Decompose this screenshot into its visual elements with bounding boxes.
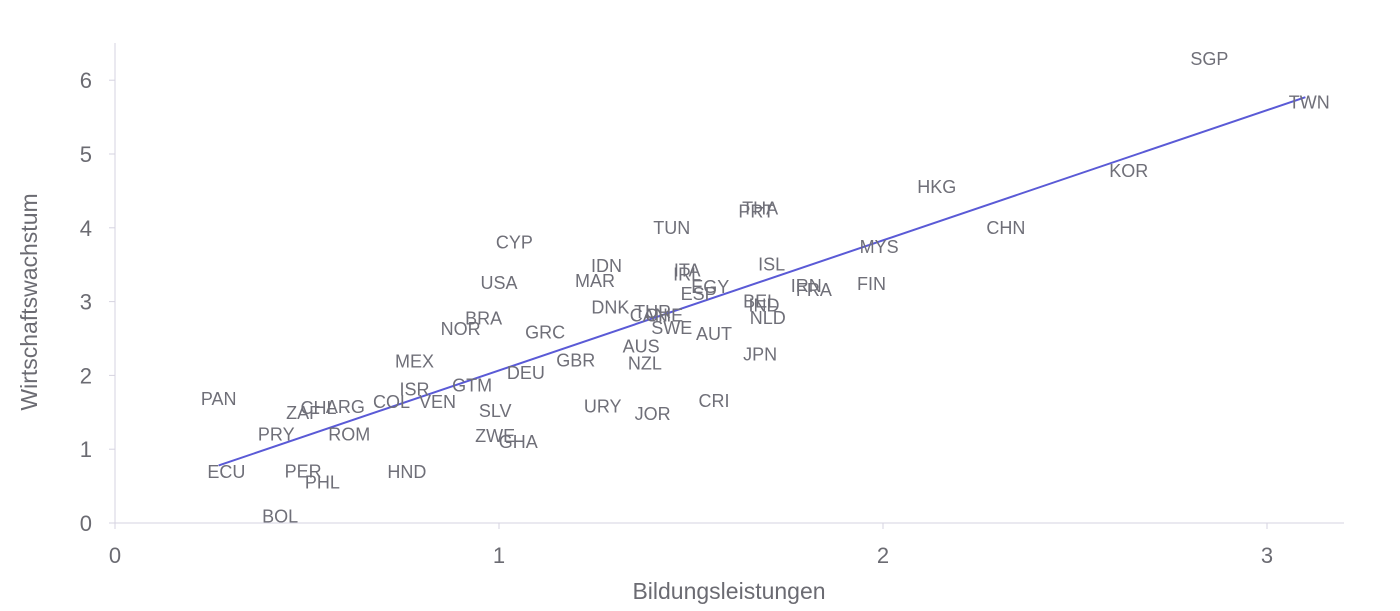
point-label-tur: TUR	[634, 302, 671, 322]
x-axis-title: Bildungsleistungen	[632, 578, 825, 604]
x-tick-label: 3	[1261, 543, 1273, 568]
point-label-che: CHE	[645, 306, 683, 326]
y-axis-title: Wirtschaftswachstum	[16, 193, 42, 410]
point-label-hkg: HKG	[917, 177, 956, 197]
y-tick-label: 4	[80, 216, 92, 241]
point-label-mex: MEX	[395, 351, 434, 371]
x-axis-ticks: 0 1 2 3	[109, 523, 1273, 568]
point-label-pry: PRY	[258, 424, 295, 444]
point-label-bel: BEL	[743, 292, 777, 312]
point-label-gha: GHA	[499, 432, 538, 452]
point-label-ven: VEN	[419, 392, 456, 412]
point-label-dnk: DNK	[591, 298, 629, 318]
point-label-zwe: ZWE	[475, 426, 515, 446]
point-label-prt: PRT	[738, 202, 774, 222]
point-label-nor: NOR	[441, 319, 481, 339]
trend-line	[218, 96, 1306, 467]
x-tick-label: 0	[109, 543, 121, 568]
point-label-phl: PHL	[305, 472, 340, 492]
point-label-nzl: NZL	[628, 354, 662, 374]
point-label-irl: IRL	[673, 264, 701, 284]
point-label-esp: ESP	[681, 284, 717, 304]
point-label-cri: CRI	[699, 391, 730, 411]
point-label-gtm: GTM	[452, 376, 492, 396]
y-tick-label: 6	[80, 68, 92, 93]
point-label-hnd: HND	[387, 462, 426, 482]
point-label-cyp: CYP	[496, 233, 533, 253]
point-label-nld: NLD	[750, 308, 786, 328]
point-label-chl: CHL	[301, 398, 337, 418]
point-label-mar: MAR	[575, 271, 615, 291]
point-label-per: PER	[285, 461, 322, 481]
point-label-grc: GRC	[525, 323, 565, 343]
point-label-egy: EGY	[691, 277, 729, 297]
point-label-mys: MYS	[860, 237, 899, 257]
point-label-col: COL	[373, 392, 410, 412]
point-label-fra: FRA	[796, 280, 832, 300]
y-axis-ticks: 0 1 2 3 4 5 6	[80, 68, 115, 536]
point-label-ita: ITA	[674, 261, 701, 281]
point-label-can: CAN	[630, 306, 668, 326]
point-label-isl: ISL	[758, 255, 785, 275]
y-tick-label: 5	[80, 142, 92, 167]
y-tick-label: 3	[80, 290, 92, 315]
data-points: SGPTWNKORHKGCHNMYSFINIRNFRATHAPRTISLBELI…	[201, 49, 1330, 527]
point-label-sgp: SGP	[1190, 49, 1228, 69]
point-label-irn: IRN	[791, 276, 822, 296]
axes	[114, 43, 1344, 524]
point-label-twn: TWN	[1289, 92, 1330, 112]
y-tick-label: 0	[80, 511, 92, 536]
point-label-aus: AUS	[623, 337, 660, 357]
point-label-aut: AUT	[696, 324, 732, 344]
point-label-ecu: ECU	[207, 462, 245, 482]
point-label-fin: FIN	[857, 274, 886, 294]
y-tick-label: 1	[80, 437, 92, 462]
point-label-slv: SLV	[479, 401, 512, 421]
point-label-zaf: ZAF	[286, 403, 320, 423]
point-label-ury: URY	[584, 396, 622, 416]
point-label-bol: BOL	[262, 506, 298, 526]
point-label-idn: IDN	[591, 256, 622, 276]
point-label-arg: ARG	[326, 397, 365, 417]
point-label-pan: PAN	[201, 389, 237, 409]
point-label-rom: ROM	[328, 424, 370, 444]
point-label-deu: DEU	[507, 363, 545, 383]
x-tick-label: 2	[877, 543, 889, 568]
point-label-ind: IND	[748, 295, 779, 315]
point-label-swe: SWE	[651, 318, 692, 338]
point-label-jpn: JPN	[743, 345, 777, 365]
x-tick-label: 1	[493, 543, 505, 568]
y-tick-label: 2	[80, 363, 92, 388]
point-label-isr: ISR	[400, 379, 430, 399]
point-label-bra: BRA	[465, 309, 502, 329]
point-label-jor: JOR	[635, 404, 671, 424]
point-label-chn: CHN	[986, 218, 1025, 238]
point-label-tha: THA	[742, 199, 778, 219]
point-label-usa: USA	[480, 273, 517, 293]
point-label-gbr: GBR	[556, 351, 595, 371]
point-label-kor: KOR	[1109, 161, 1148, 181]
point-label-tun: TUN	[653, 218, 690, 238]
